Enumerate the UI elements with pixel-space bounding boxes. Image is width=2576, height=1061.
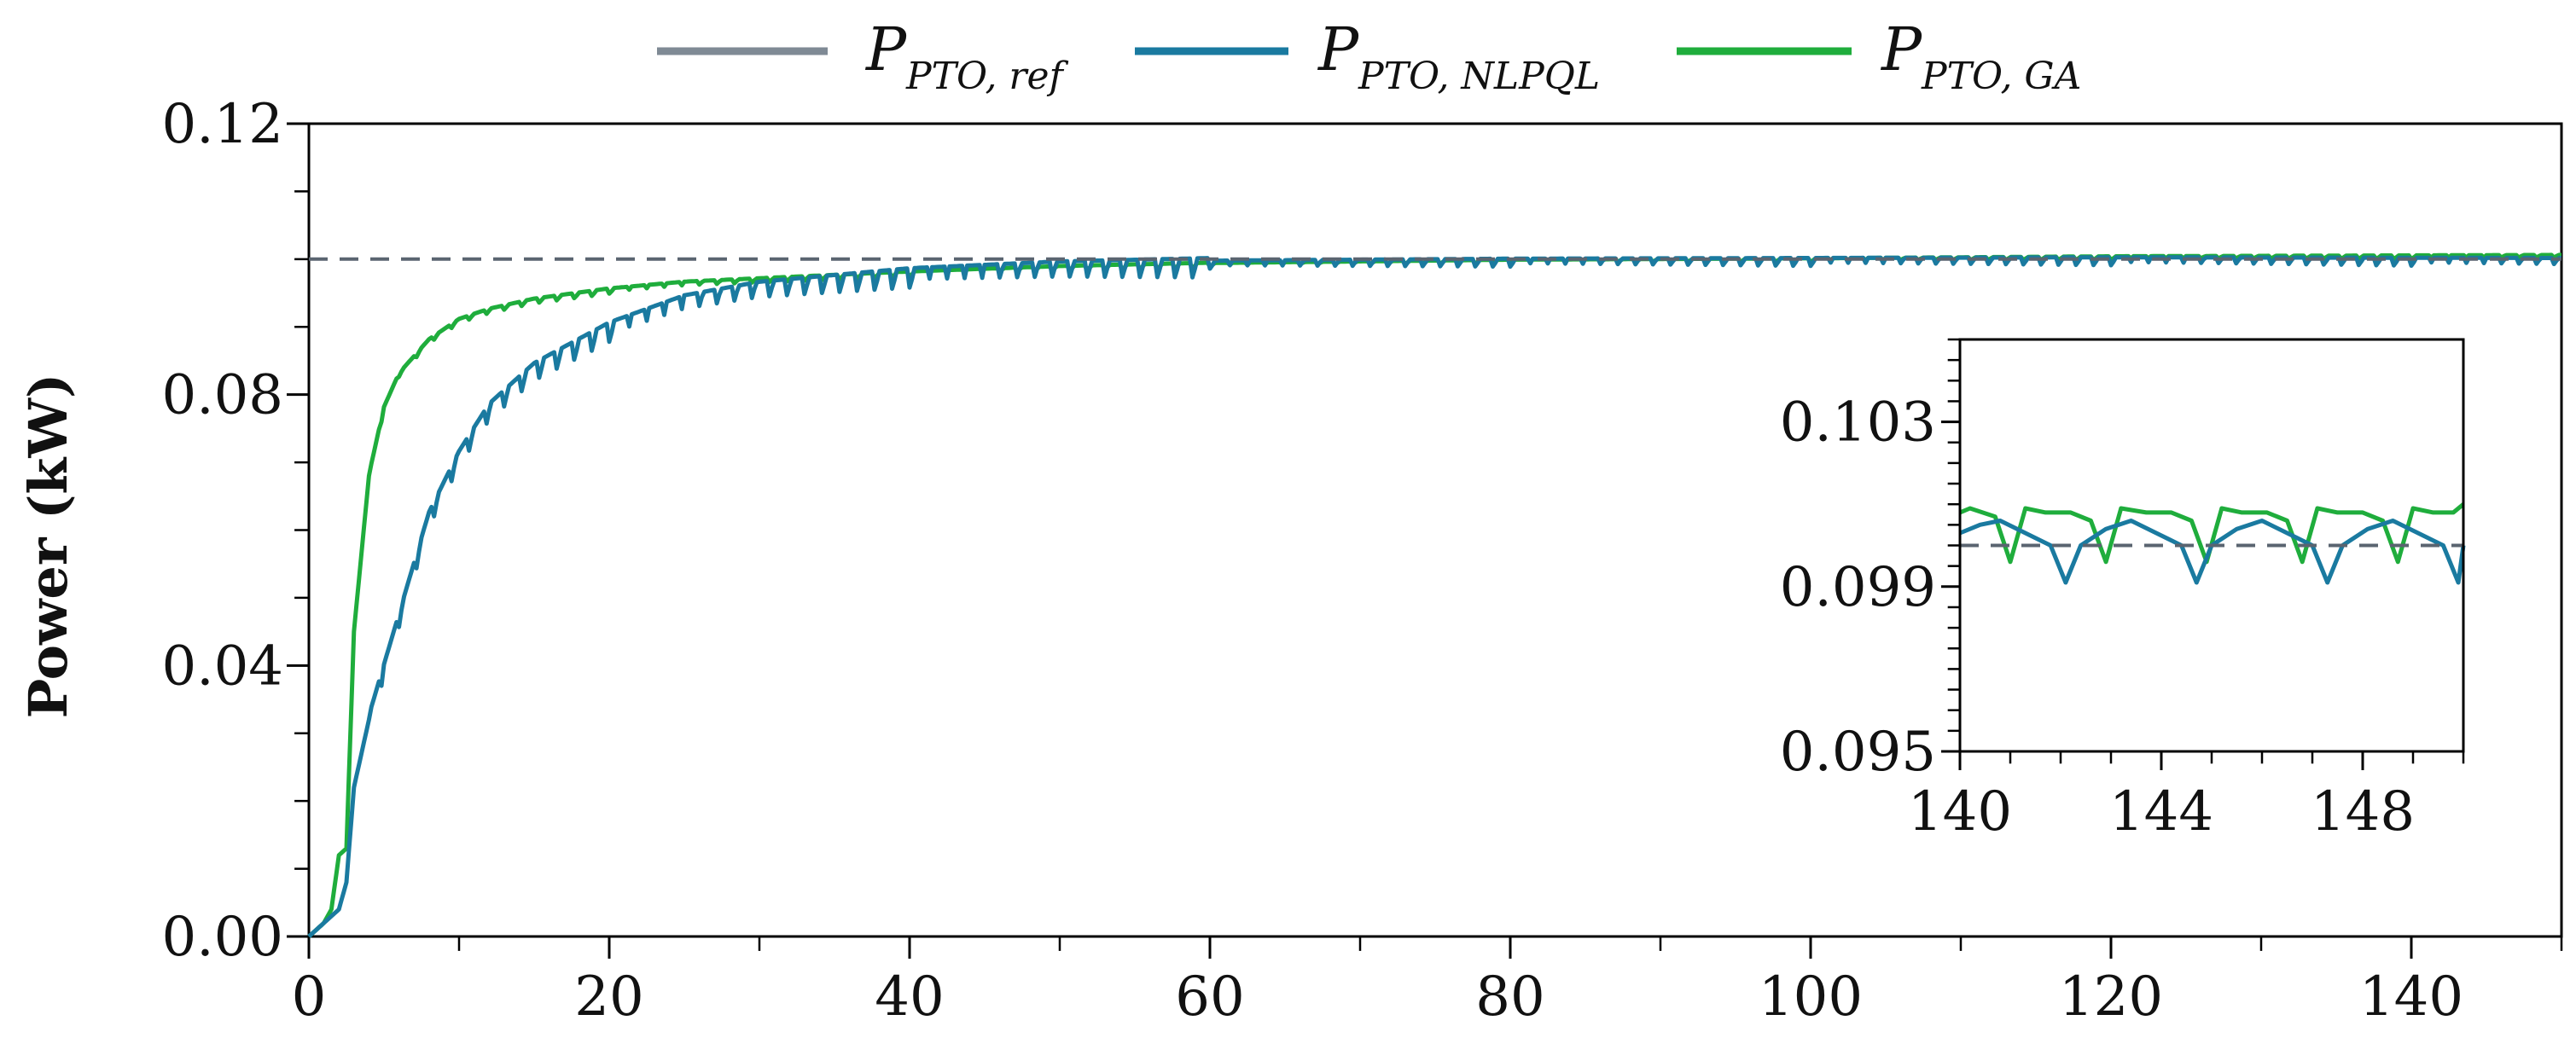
- legend-item-ref: P PTO, ref: [657, 14, 1068, 98]
- legend-label-nlpql-sub: PTO, NLPQL: [1358, 55, 1600, 98]
- x-tick-label: 0: [292, 965, 327, 1029]
- y-tick-label: 0.103: [1780, 391, 1936, 455]
- main-axis-ticks: [287, 122, 2563, 959]
- legend-label-ga-main: P: [1880, 14, 1923, 84]
- x-tick-label: 148: [2311, 780, 2415, 844]
- x-tick-label: 80: [1475, 965, 1544, 1029]
- inset-series: [1959, 502, 2466, 585]
- y-tick-label: 0.08: [162, 364, 284, 427]
- legend-item-ga: P PTO, GA: [1677, 14, 2081, 98]
- legend-label-ref-main: P: [864, 14, 908, 84]
- x-tick-label: 40: [875, 965, 944, 1029]
- inset-axis-ticks: [1941, 338, 2465, 770]
- x-tick-label: 120: [2059, 965, 2163, 1029]
- series-line-ga: [1959, 502, 2465, 565]
- y-tick-label: 0.095: [1780, 721, 1936, 784]
- main-axis-tick-labels: 0 20 40 60 80 100 120 140 0.00 0.04 0.08 0.12: [162, 93, 2464, 1029]
- x-tick-label: 60: [1175, 965, 1244, 1029]
- legend-label-ref-sub: PTO, ref: [905, 55, 1068, 98]
- y-tick-label: 0.04: [162, 635, 284, 698]
- y-axis-label: Power (kW): [17, 374, 79, 719]
- legend-label-ga-sub: PTO, GA: [1921, 55, 2081, 98]
- inset-axis-tick-labels: 140 144 148 0.095 0.099 0.103: [1780, 391, 2415, 844]
- main-series: [307, 252, 2561, 938]
- legend-label-nlpql-main: P: [1317, 14, 1360, 84]
- x-tick-label: 140: [2359, 965, 2463, 1029]
- legend-item-nlpql: P PTO, NLPQL: [1135, 14, 1600, 98]
- x-tick-label: 20: [574, 965, 643, 1029]
- y-tick-label: 0.00: [162, 906, 284, 969]
- x-tick-label: 140: [1908, 780, 2012, 844]
- legend: P PTO, ref P PTO, NLPQL P PTO, GA: [657, 14, 2081, 98]
- y-tick-label: 0.099: [1780, 556, 1936, 619]
- x-tick-label: 100: [1759, 965, 1863, 1029]
- x-tick-label: 144: [2109, 780, 2213, 844]
- y-tick-label: 0.12: [162, 93, 284, 156]
